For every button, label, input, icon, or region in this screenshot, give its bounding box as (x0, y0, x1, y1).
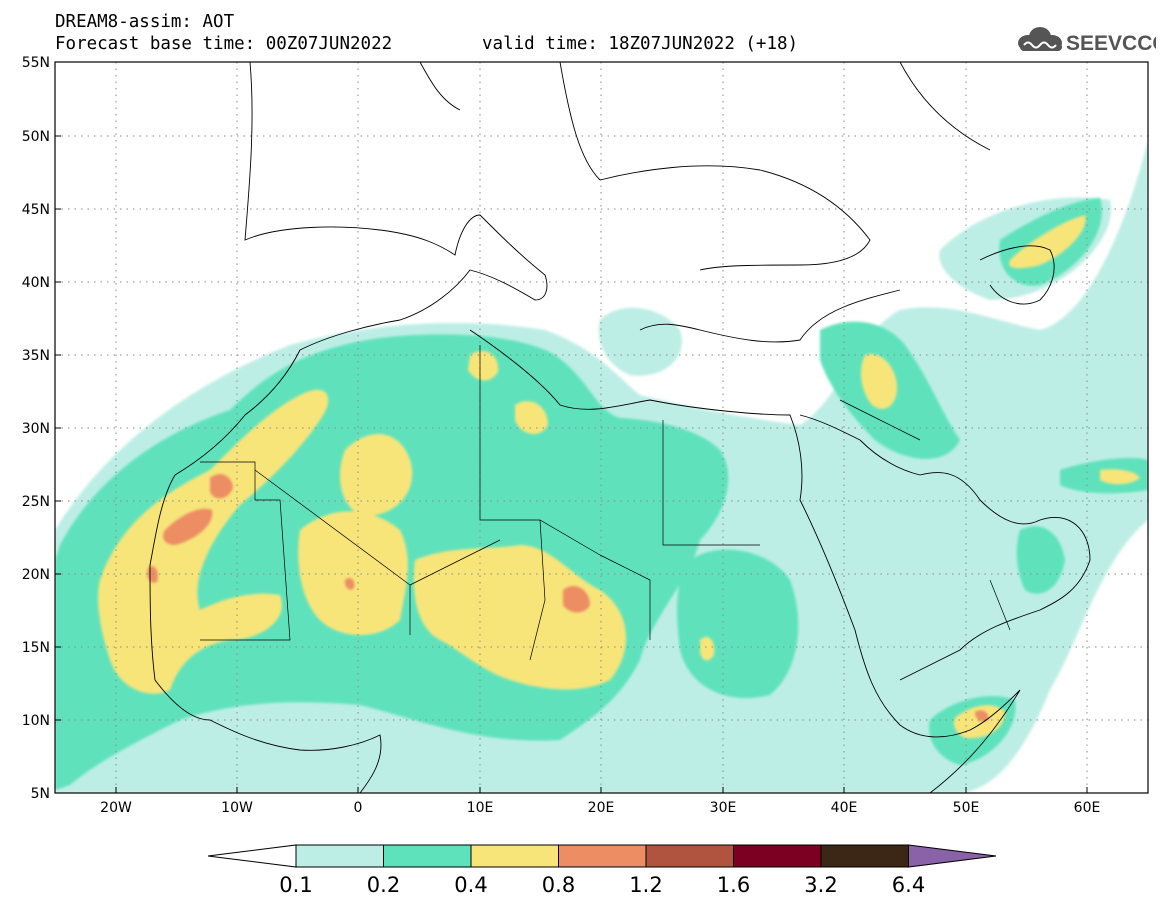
colorbar-segment (383, 844, 472, 868)
longitude-labels: 20W 10W 0 10E 20E 30E 40E 50E 60E (100, 800, 1100, 816)
lat-label: 5N (31, 786, 50, 802)
lat-label: 25N (22, 494, 50, 510)
colorbar-label: 0.1 (279, 873, 312, 897)
lon-label: 50E (953, 800, 980, 816)
colorbar-segment (558, 844, 647, 868)
lat-label: 30N (22, 421, 50, 437)
lat-label: 55N (22, 55, 50, 71)
colorbar-segment (645, 844, 734, 868)
lat-label: 45N (22, 202, 50, 218)
lat-label: 35N (22, 348, 50, 364)
valid-time: valid time: 18Z07JUN2022 (+18) (482, 34, 799, 54)
aot-level-0.4 (98, 215, 1140, 739)
aot-level-0.8 (147, 474, 989, 722)
lat-label: 10N (22, 713, 50, 729)
lon-label: 60E (1074, 800, 1101, 816)
lat-label: 15N (22, 640, 50, 656)
colorbar-label: 1.6 (717, 873, 750, 897)
colorbar-segment (733, 844, 822, 868)
colorbar-label: 3.2 (804, 873, 837, 897)
colorbar-labels: 0.1 0.2 0.4 0.8 1.2 1.6 3.2 6.4 (279, 873, 925, 897)
lat-label: 20N (22, 567, 50, 583)
lat-label: 50N (22, 129, 50, 145)
tick-marks (55, 61, 1088, 794)
colorbar-segment (470, 844, 559, 868)
lon-label: 20W (100, 800, 132, 816)
colorbar-arrow-low (207, 844, 297, 868)
lon-label: 10W (221, 800, 253, 816)
forecast-base-time: Forecast base time: 00Z07JUN2022 (55, 34, 393, 54)
colorbar-label: 0.4 (454, 873, 487, 897)
map-title: DREAM8-assim: AOT (55, 12, 235, 32)
colorbar-arrow-high (908, 844, 997, 868)
coastlines (149, 62, 1091, 793)
lon-label: 30E (710, 800, 737, 816)
lat-label: 40N (22, 275, 50, 291)
latitude-labels: 55N 50N 45N 40N 35N 30N 25N 20N 15N 10N … (22, 55, 50, 802)
logo-text: SEEVCCC (1066, 32, 1156, 55)
colorbar-label: 6.4 (892, 873, 925, 897)
lon-label: 10E (467, 800, 494, 816)
lon-label: 0 (354, 800, 363, 816)
colorbar-label: 0.2 (367, 873, 400, 897)
lon-label: 20E (588, 800, 615, 816)
country-borders (200, 345, 1011, 661)
colorbar (207, 844, 997, 868)
colorbar-label: 1.2 (629, 873, 662, 897)
colorbar-segment (820, 844, 909, 868)
lon-label: 40E (831, 800, 858, 816)
seevccc-logo: SEEVCCC (1018, 27, 1156, 55)
colorbar-label: 0.8 (542, 873, 575, 897)
colorbar-segment (295, 844, 384, 868)
